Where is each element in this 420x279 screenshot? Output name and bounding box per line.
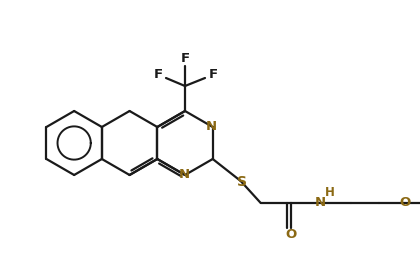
Text: F: F	[153, 69, 163, 81]
Text: F: F	[181, 52, 189, 66]
Text: H: H	[325, 186, 335, 199]
Text: N: N	[178, 169, 189, 182]
Text: S: S	[237, 175, 247, 189]
Text: O: O	[399, 196, 410, 210]
Text: N: N	[206, 121, 217, 133]
Text: N: N	[315, 196, 326, 210]
Text: F: F	[208, 69, 218, 81]
Text: O: O	[285, 229, 297, 242]
